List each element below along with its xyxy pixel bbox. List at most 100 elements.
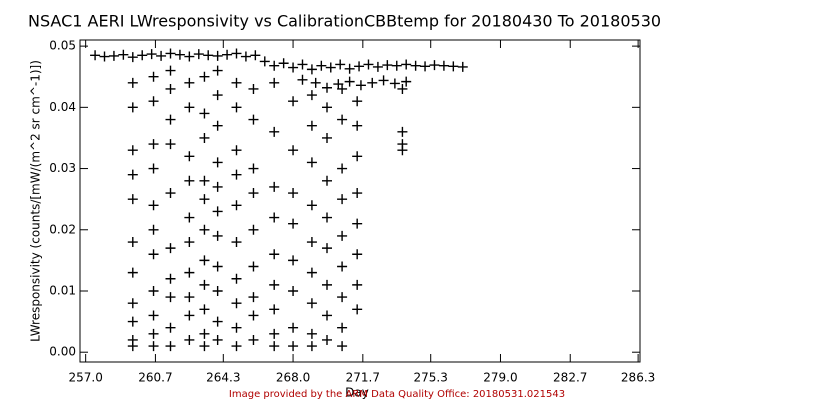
y-tick-label: 0.01	[49, 283, 76, 297]
x-tick-label: 257.0	[68, 371, 102, 385]
point	[248, 310, 259, 321]
point	[322, 279, 333, 290]
point	[322, 212, 333, 223]
point	[231, 145, 242, 156]
point	[199, 304, 210, 315]
point	[212, 65, 223, 76]
x-tick-label: 260.7	[138, 371, 172, 385]
footer: Image provided by the ARM Data Quality O…	[229, 389, 565, 400]
point	[199, 175, 210, 186]
point	[401, 76, 412, 87]
point	[306, 298, 317, 309]
point	[184, 102, 195, 113]
point	[306, 341, 317, 352]
point	[165, 83, 176, 94]
point	[269, 77, 280, 88]
point	[337, 194, 348, 205]
point	[184, 151, 195, 162]
point	[231, 200, 242, 211]
point	[322, 243, 333, 254]
plot-frame	[79, 39, 641, 363]
point	[231, 48, 242, 59]
point	[322, 310, 333, 321]
point	[199, 341, 210, 352]
point	[306, 328, 317, 339]
point	[199, 279, 210, 290]
y-tick-label: 0.05	[49, 39, 76, 53]
point	[184, 175, 195, 186]
point	[352, 120, 363, 131]
point	[363, 59, 374, 70]
point	[248, 188, 259, 199]
point	[316, 60, 327, 71]
point	[184, 310, 195, 321]
point	[429, 60, 440, 71]
point	[165, 292, 176, 303]
x-tick-label: 275.3	[414, 371, 448, 385]
point	[352, 304, 363, 315]
x-tick-label: 264.3	[206, 371, 240, 385]
point	[337, 114, 348, 125]
point	[269, 304, 280, 315]
point	[165, 139, 176, 150]
point	[137, 50, 148, 61]
point	[269, 249, 280, 260]
point	[457, 61, 468, 72]
y-axis-label: LWresponsivity (counts/[mW/(m^2 sr cm^-1…	[29, 60, 43, 342]
point	[212, 90, 223, 101]
y-tick-label: 0.00	[49, 345, 76, 359]
point	[448, 61, 459, 72]
point	[337, 322, 348, 333]
point	[288, 62, 299, 73]
point	[420, 61, 431, 72]
point	[199, 328, 210, 339]
point	[288, 96, 299, 107]
point	[352, 96, 363, 107]
point	[306, 120, 317, 131]
point	[337, 230, 348, 241]
point	[148, 163, 159, 174]
point	[288, 322, 299, 333]
point	[212, 206, 223, 217]
x-tick-label: 282.7	[553, 371, 587, 385]
point	[269, 60, 280, 71]
point	[248, 163, 259, 174]
point	[337, 292, 348, 303]
point	[352, 188, 363, 199]
point	[337, 341, 348, 352]
point	[389, 78, 400, 89]
point	[108, 50, 119, 61]
point	[212, 181, 223, 192]
point	[306, 237, 317, 248]
point	[231, 102, 242, 113]
point	[352, 218, 363, 229]
point	[148, 96, 159, 107]
point	[337, 163, 348, 174]
point	[231, 169, 242, 180]
point	[118, 49, 129, 60]
point	[306, 200, 317, 211]
point	[165, 114, 176, 125]
point	[193, 49, 204, 60]
y-tick-label: 0.02	[49, 222, 76, 236]
point	[240, 51, 251, 62]
point	[212, 230, 223, 241]
point	[310, 77, 321, 88]
point	[148, 249, 159, 260]
point	[269, 181, 280, 192]
point	[148, 224, 159, 235]
point	[306, 64, 317, 75]
point	[174, 49, 185, 60]
point	[382, 60, 393, 71]
point	[184, 237, 195, 248]
point	[127, 194, 138, 205]
point	[231, 273, 242, 284]
point	[231, 322, 242, 333]
point	[165, 188, 176, 199]
point	[222, 49, 233, 60]
point	[259, 56, 270, 67]
point	[352, 279, 363, 290]
point	[269, 328, 280, 339]
